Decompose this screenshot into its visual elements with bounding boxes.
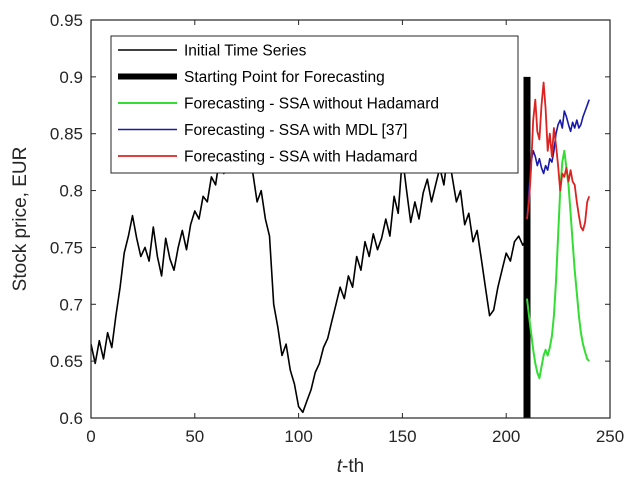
legend: Initial Time Series Starting Point for Fo… bbox=[110, 35, 519, 174]
y-tick-label: 0.75 bbox=[50, 238, 83, 257]
initial-time-series-line bbox=[91, 138, 528, 414]
ticks-layer: 0 50 100 150 200 250 0.6 0.65 0.7 0.75 0.8 0.85 0.9 0… bbox=[50, 11, 624, 446]
y-tick-label: 0.85 bbox=[50, 125, 83, 144]
y-tick-label: 0.95 bbox=[50, 11, 83, 30]
ssa-without-hadamard-line bbox=[526, 149, 590, 380]
x-axis-title-rest: -th bbox=[342, 456, 364, 477]
x-tick-label: 50 bbox=[185, 427, 204, 446]
series-layer bbox=[91, 76, 591, 418]
legend-box bbox=[110, 35, 519, 174]
x-tick-label: 100 bbox=[284, 427, 312, 446]
y-tick-label: 0.6 bbox=[59, 409, 83, 428]
legend-label: Forecasting - SSA with Hadamard bbox=[184, 149, 417, 166]
ssa-with-hadamard-line bbox=[526, 81, 591, 232]
y-axis-title: Stock price, EUR bbox=[10, 147, 31, 292]
x-tick-label: 0 bbox=[86, 427, 95, 446]
x-tick-label: 150 bbox=[388, 427, 416, 446]
legend-label: Forecasting - SSA without Hadamard bbox=[184, 96, 439, 113]
x-axis-title-italic: t bbox=[337, 456, 343, 477]
x-axis-title: t-th bbox=[337, 456, 364, 477]
y-tick-label: 0.9 bbox=[59, 68, 83, 87]
y-tick-label: 0.8 bbox=[59, 182, 83, 201]
legend-label: Initial Time Series bbox=[184, 43, 307, 60]
legend-label: Starting Point for Forecasting bbox=[184, 69, 385, 86]
axes-box bbox=[90, 19, 611, 419]
ssa-with-mdl-line bbox=[526, 99, 590, 220]
x-tick-label: 200 bbox=[492, 427, 520, 446]
x-tick-label: 250 bbox=[596, 427, 624, 446]
legend-label: Forecasting - SSA with MDL [37] bbox=[184, 122, 407, 139]
y-tick-label: 0.65 bbox=[50, 352, 83, 371]
y-tick-label: 0.7 bbox=[59, 295, 83, 314]
